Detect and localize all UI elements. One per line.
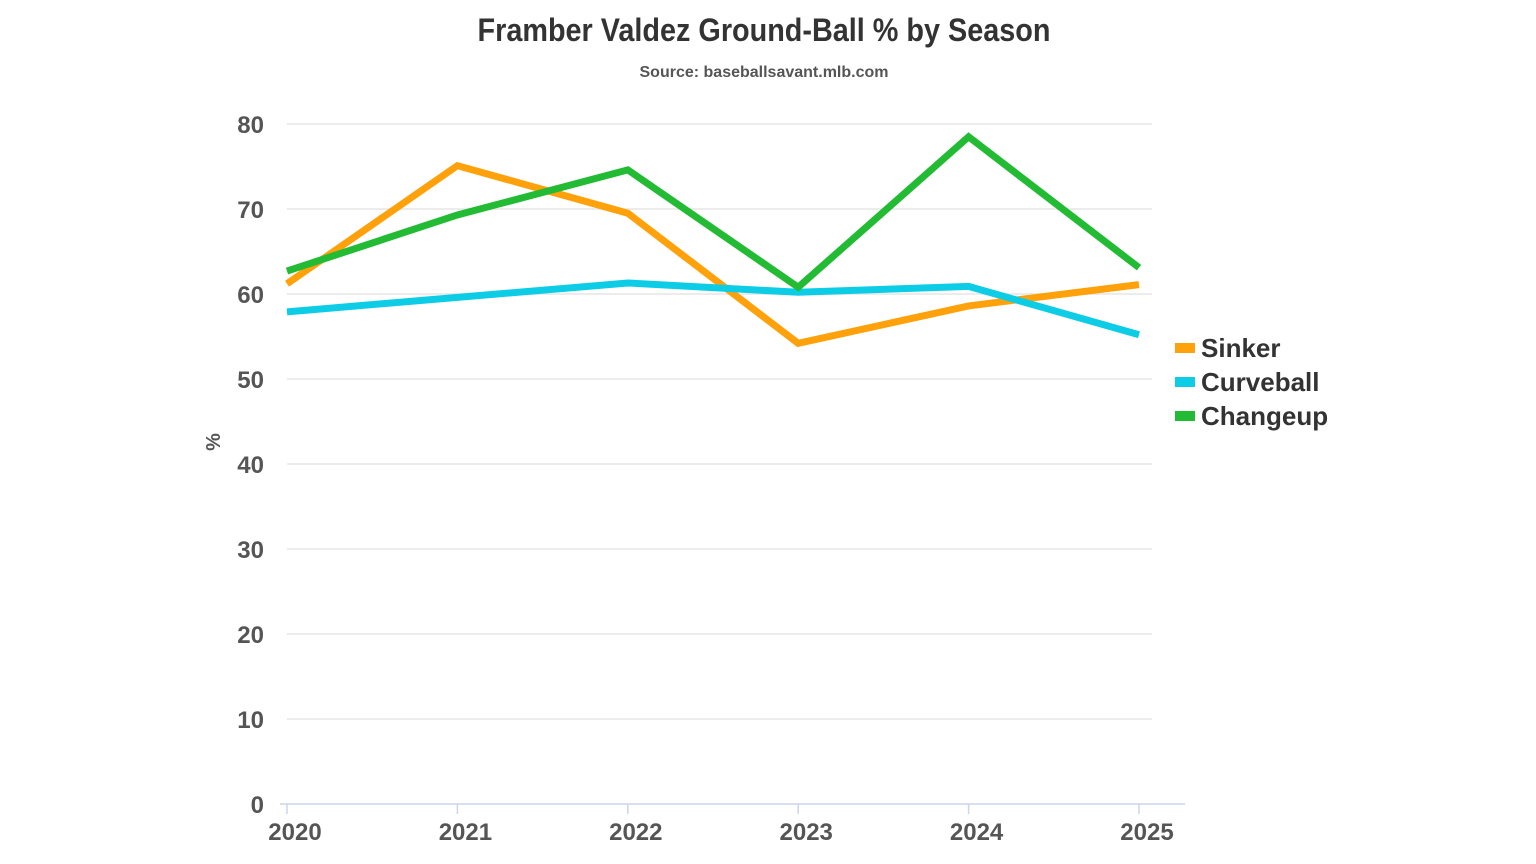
legend-label: Curveball	[1201, 367, 1320, 397]
series-line-changeup	[285, 132, 1142, 292]
y-tick-label: 0	[251, 792, 264, 819]
y-axis-label: %	[203, 433, 225, 451]
chart-subtitle: Source: baseballsavant.mlb.com	[639, 64, 889, 81]
legend-swatch	[1175, 411, 1195, 421]
x-tick-label: 2021	[439, 819, 492, 846]
chart-title: Framber Valdez Ground-Ball % by Season	[477, 12, 1051, 48]
y-tick-label: 10	[237, 707, 264, 734]
series-line-sinker	[285, 161, 1140, 348]
y-tick-label: 40	[237, 452, 264, 479]
x-tick-label: 2025	[1120, 819, 1173, 846]
y-tick-label: 50	[237, 367, 264, 394]
series-line-curveball	[286, 279, 1140, 339]
y-tick-label: 20	[237, 622, 264, 649]
y-tick-label: 70	[237, 197, 264, 224]
x-tick-label: 2022	[609, 819, 662, 846]
x-tick-label: 2020	[268, 819, 321, 846]
y-tick-label: 30	[237, 537, 264, 564]
legend-label: Sinker	[1201, 333, 1281, 363]
legend-swatch	[1175, 377, 1195, 387]
legend-swatch	[1175, 343, 1195, 353]
x-tick-label: 2024	[950, 819, 1004, 846]
y-tick-label: 60	[237, 282, 264, 309]
legend-label: Changeup	[1201, 401, 1328, 431]
y-tick-label: 80	[237, 112, 264, 139]
x-tick-label: 2023	[780, 819, 833, 846]
